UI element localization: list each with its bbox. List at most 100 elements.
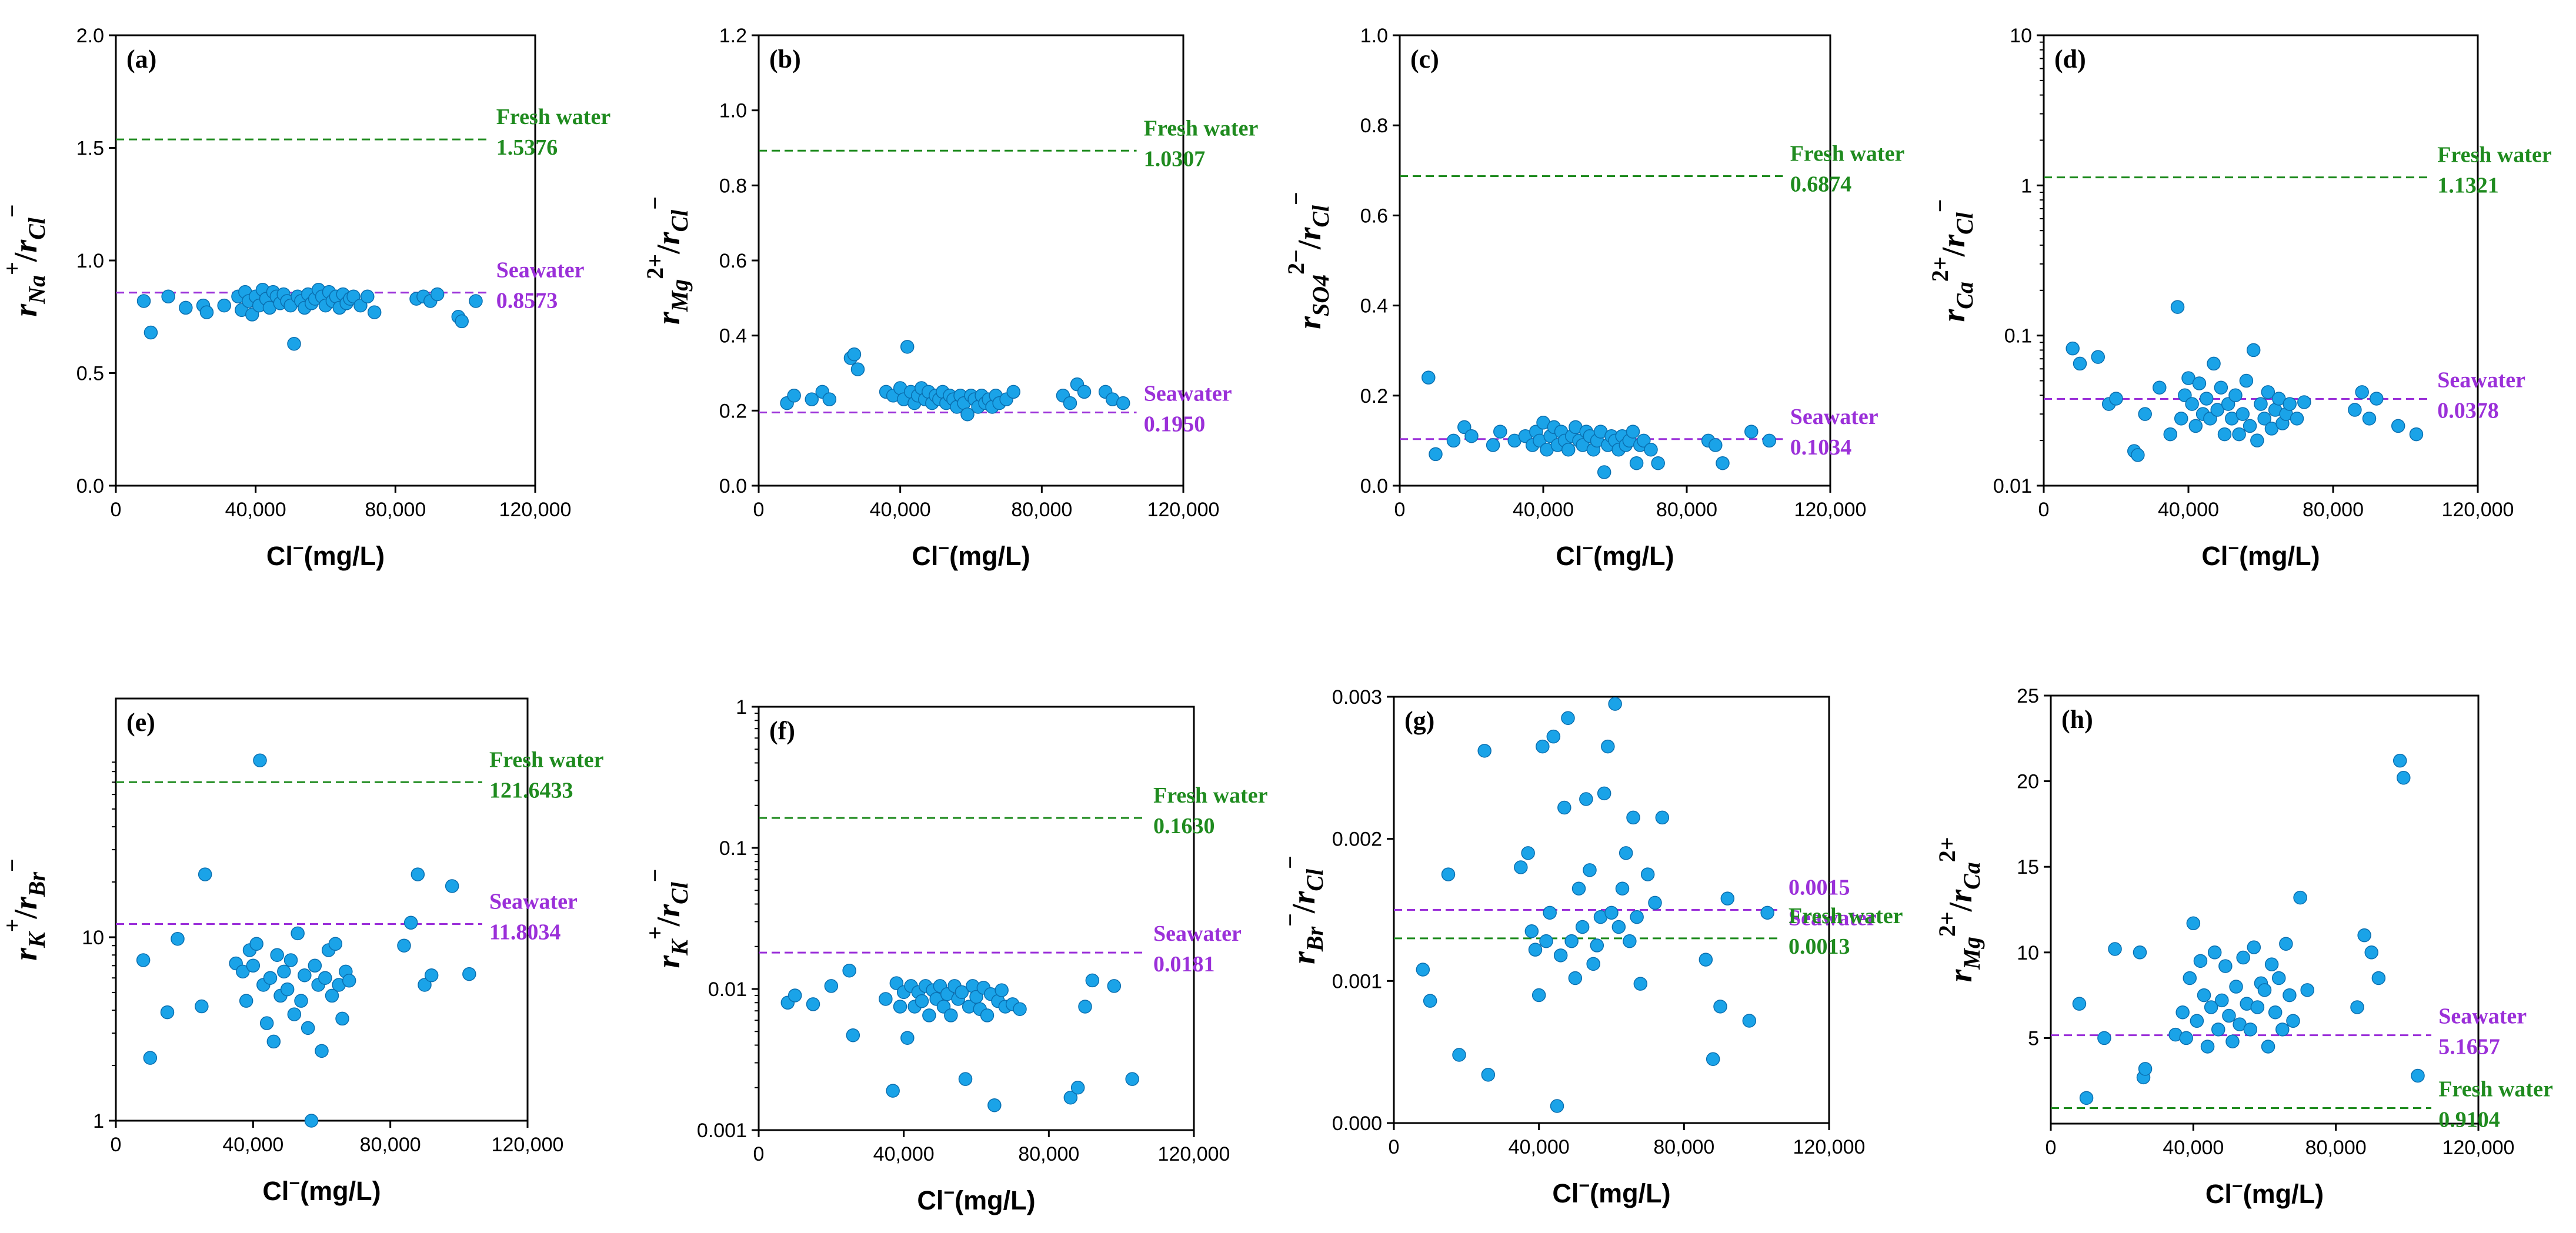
chart-panel-f: 0.001 0.01 0.1 1 0 40,000 80,000 120,000 Cl−(mg/… [642,696,1268,1215]
data-point [2207,945,2222,960]
data-point [328,937,343,951]
data-point [2163,427,2177,442]
y-tick-label: 1 [736,696,747,719]
data-point [2362,412,2377,426]
data-point [2300,983,2314,997]
y-tick-label: 1.0 [719,100,747,122]
data-point [788,988,802,1003]
data-point [2250,1000,2265,1014]
data-point [1564,934,1579,948]
data-point [1125,1072,1139,1086]
data-point [2355,385,2369,399]
data-point [424,968,439,983]
data-point [1085,973,1100,988]
data-point [430,287,445,302]
x-axis-label: Cl−(mg/L) [266,537,385,571]
panel-label: (a) [126,45,156,73]
y-axis-label: rBr−/rCl− [1277,856,1328,964]
y-tick-label: 5 [2028,1027,2039,1050]
fresh-reference-name: Fresh water [1790,141,1905,166]
x-tick-label: 0 [753,499,765,521]
data-point [2250,433,2264,447]
data-point [2138,1062,2153,1076]
data-point [294,994,308,1008]
data-point [1608,697,1622,711]
x-axis-label: Cl−(mg/L) [917,1182,1035,1215]
data-point [335,1011,349,1026]
data-point [2200,392,2214,406]
data-point [1742,1014,1757,1028]
data-point [342,974,356,988]
data-point [2254,397,2268,411]
data-point [270,948,284,962]
data-point [1561,442,1576,457]
data-point [1590,938,1604,953]
data-point [2239,373,2254,388]
data-point [2243,419,2257,433]
data-point [1597,786,1611,801]
data-point [1107,979,1122,993]
data-point [280,982,295,997]
data-point [2393,753,2407,768]
data-point [944,1008,958,1023]
data-point [1423,994,1437,1008]
data-point [1070,1081,1085,1095]
data-point [198,867,212,881]
data-point [2153,380,2167,395]
data-point [1422,370,1436,385]
data-point [136,294,151,308]
x-tick-label: 0 [753,1143,765,1165]
sea-reference-value: 0.1034 [1790,435,1852,460]
data-point [2174,412,2188,426]
data-point [787,389,801,403]
fresh-reference-name: Fresh water [1144,116,1259,141]
data-point [980,1008,995,1023]
y-tick-label: 0.0 [1360,475,1388,497]
data-point [171,931,185,946]
data-point [143,1051,158,1065]
fresh-reference-value: 1.1321 [2437,173,2499,198]
data-point [2091,350,2105,364]
data-point [246,958,261,973]
panel-label: (f) [769,716,795,745]
data-point [2179,1031,2193,1045]
y-tick-label: 0.8 [1360,115,1388,137]
data-point [462,967,476,981]
data-point [2235,407,2250,421]
data-point [1429,447,1443,462]
data-point [2131,448,2145,462]
data-point [1709,438,1723,452]
data-point [1633,977,1648,991]
chart-panel-e: 1 10 0 40,000 80,000 120,000 Cl−(mg/L) rK+/rBr−… [0,697,604,1206]
data-point [922,1008,936,1023]
data-point [217,298,231,313]
data-point [2272,392,2286,406]
data-point [846,1028,860,1042]
y-axis-label: rSO42−/rCl− [1283,192,1334,329]
data-point [2264,957,2279,971]
fresh-reference-name: Fresh water [496,105,611,129]
y-tick-label: 1 [2021,175,2032,197]
y-tick-label: 15 [2017,856,2039,878]
data-point [1452,1048,1466,1062]
plot-frame [115,697,529,1122]
data-point [2364,945,2378,960]
data-point [2217,427,2232,442]
x-tick-label: 0 [2046,1137,2057,1159]
data-point [955,985,969,1000]
data-point [1615,881,1630,895]
y-tick-label: 25 [2017,685,2039,707]
data-point [2246,343,2261,357]
data-point [1629,456,1644,470]
data-point [1644,442,1658,457]
data-point [253,753,267,767]
data-point [2391,419,2405,433]
data-point [1716,456,1730,470]
chart-panel-b: 0.0 0.2 0.4 0.6 0.8 1.0 1.2 0 40,000 80,000 120,00… [642,25,1258,571]
data-point [1550,1099,1564,1113]
y-tick-label: 20 [2017,771,2039,793]
y-axis-label: rMg2+/rCl− [642,196,693,325]
data-point [2283,988,2297,1003]
data-point [249,937,263,951]
data-point [2286,1014,2300,1028]
